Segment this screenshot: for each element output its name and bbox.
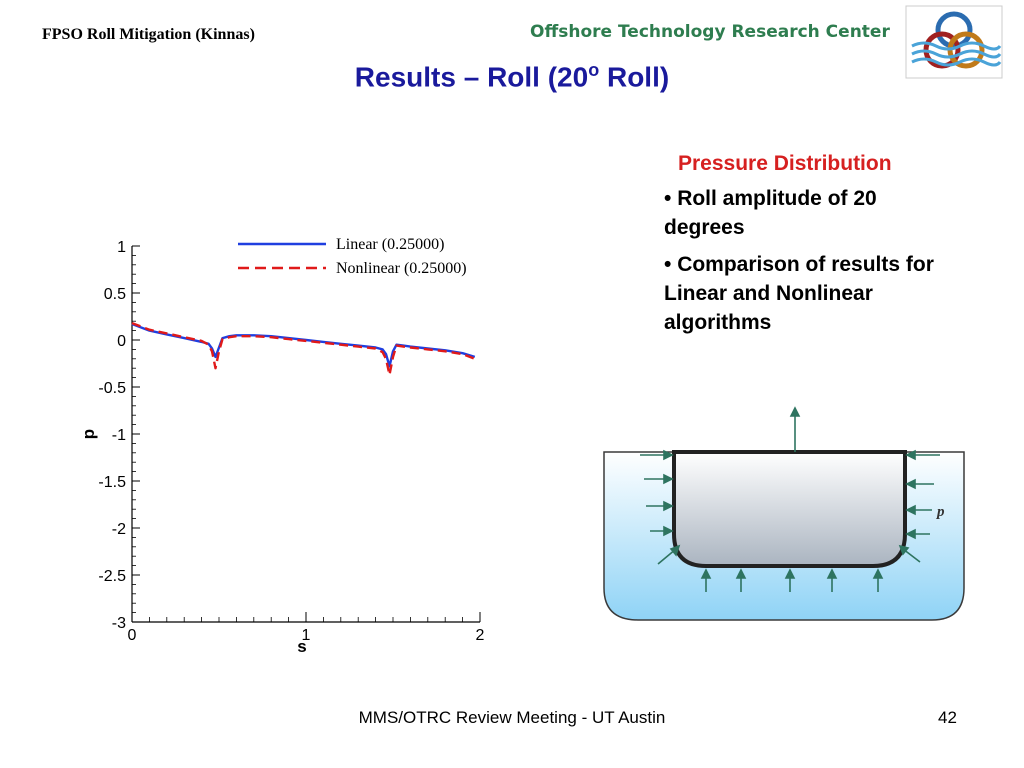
org-name: Offshore Technology Research Center: [530, 22, 890, 42]
y-tick-label: -0.5: [98, 380, 126, 397]
slide-title-degree: o: [588, 60, 600, 80]
y-axis-label: p: [80, 429, 98, 439]
bullet-text: Roll amplitude of 20 degrees: [664, 187, 877, 239]
y-tick-label: -1: [112, 427, 126, 444]
y-tick-label: 0.5: [104, 286, 126, 303]
x-tick-label: 0: [128, 627, 137, 644]
y-tick-label: -2.5: [98, 568, 126, 585]
slide-title-main: Results – Roll (20: [354, 61, 589, 93]
info-panel: Pressure Distribution • Roll amplitude o…: [664, 152, 954, 337]
x-axis-label: s: [297, 637, 306, 656]
pressure-label: p: [935, 504, 945, 520]
series-line-nonlinear: [131, 321, 476, 377]
otrc-logo: [905, 5, 1003, 79]
y-tick-label: 1: [117, 239, 126, 256]
x-tick-label: 2: [476, 627, 485, 644]
x-tick-label: 1: [302, 627, 311, 644]
legend-entry: Linear (0.25000): [336, 236, 444, 253]
y-tick-label: -1.5: [98, 474, 126, 491]
panel-heading: Pressure Distribution: [678, 152, 892, 175]
slide-title-tail: Roll): [599, 61, 670, 93]
pressure-arrows: [640, 406, 940, 592]
bullet-comparison: • Comparison of results for Linear and N…: [664, 253, 934, 334]
header-left-label: FPSO Roll Mitigation (Kinnas): [42, 26, 255, 43]
y-tick-label: -3: [112, 615, 126, 632]
footer-text: MMS/OTRC Review Meeting - UT Austin: [358, 708, 666, 727]
bullet-roll-amplitude: • Roll amplitude of 20 degrees: [664, 187, 877, 239]
hull-section: [672, 450, 907, 568]
y-tick-label: -2: [112, 521, 126, 538]
page-number: 42: [938, 708, 957, 727]
legend-entry: Nonlinear (0.25000): [336, 260, 467, 277]
bullet-text: Comparison of results for Linear and Non…: [664, 253, 934, 334]
pressure-diagram: p: [603, 406, 965, 621]
series-line-linear: [131, 322, 476, 368]
slide-title: Results – Roll (20o Roll): [0, 60, 1024, 93]
y-tick-label: 0: [117, 333, 126, 350]
